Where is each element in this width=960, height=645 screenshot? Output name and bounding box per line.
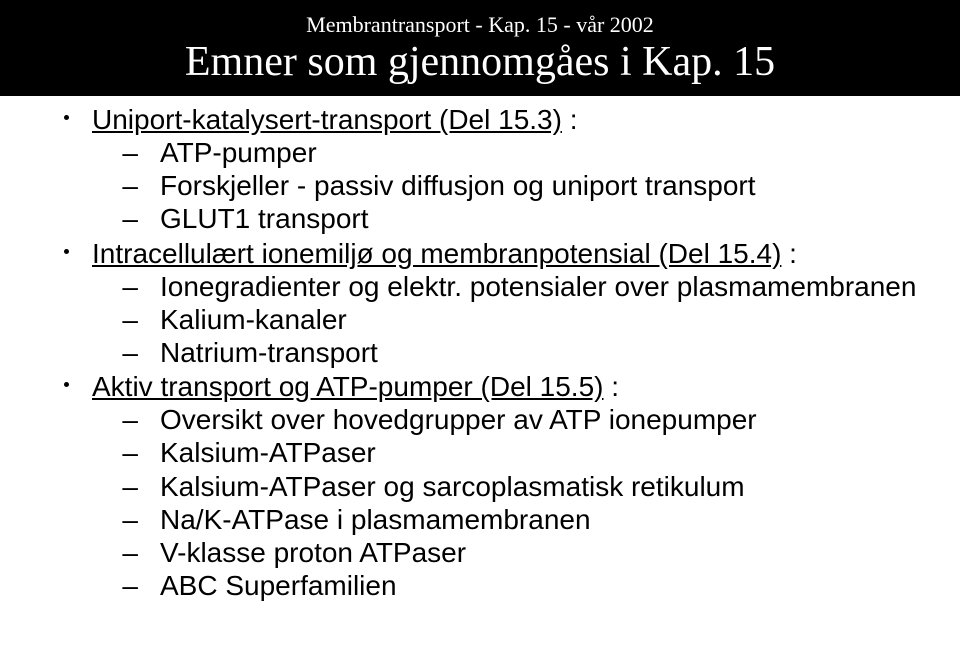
header-title: Emner som gjennomgåes i Kap. 15 bbox=[0, 38, 960, 86]
dash: – bbox=[40, 203, 160, 235]
section-title-wrap: Uniport-katalysert-transport (Del 15.3) … bbox=[92, 104, 578, 136]
dash: – bbox=[40, 471, 160, 503]
sub-item-text: Natrium-transport bbox=[160, 337, 378, 369]
sub-item: – Kalsium-ATPaser bbox=[40, 437, 960, 469]
dash: – bbox=[40, 570, 160, 602]
section-title: Uniport-katalysert-transport (Del 15.3) bbox=[92, 104, 562, 135]
sub-item-text: GLUT1 transport bbox=[160, 203, 369, 235]
dash: – bbox=[40, 504, 160, 536]
dash: – bbox=[40, 137, 160, 169]
sub-item: – Kalium-kanaler bbox=[40, 304, 960, 336]
section-row: Uniport-katalysert-transport (Del 15.3) … bbox=[40, 104, 960, 136]
header-block: Membrantransport - Kap. 15 - vår 2002 Em… bbox=[0, 0, 960, 96]
content-area: Uniport-katalysert-transport (Del 15.3) … bbox=[0, 96, 960, 602]
sub-item-text: Kalium-kanaler bbox=[160, 304, 347, 336]
dash: – bbox=[40, 404, 160, 436]
bullet-dot-icon bbox=[64, 249, 69, 254]
section-title-wrap: Aktiv transport og ATP-pumper (Del 15.5)… bbox=[92, 371, 619, 403]
dash: – bbox=[40, 271, 160, 303]
sub-item: – Kalsium-ATPaser og sarcoplasmatisk ret… bbox=[40, 471, 960, 503]
sub-item-text: Oversikt over hovedgrupper av ATP ionepu… bbox=[160, 404, 757, 436]
dash: – bbox=[40, 537, 160, 569]
sub-item: – Natrium-transport bbox=[40, 337, 960, 369]
dash: – bbox=[40, 304, 160, 336]
sub-item-text: Kalsium-ATPaser bbox=[160, 437, 376, 469]
dash: – bbox=[40, 437, 160, 469]
sub-item-text: Forskjeller - passiv diffusjon og unipor… bbox=[160, 170, 756, 202]
sub-item: – Forskjeller - passiv diffusjon og unip… bbox=[40, 170, 960, 202]
section-row: Aktiv transport og ATP-pumper (Del 15.5)… bbox=[40, 371, 960, 403]
sub-item: – ATP-pumper bbox=[40, 137, 960, 169]
sub-item-text: ABC Superfamilien bbox=[160, 570, 397, 602]
section-title: Aktiv transport og ATP-pumper (Del 15.5) bbox=[92, 371, 603, 402]
bullet-dot-icon bbox=[64, 382, 69, 387]
sub-item: – ABC Superfamilien bbox=[40, 570, 960, 602]
header-subtitle: Membrantransport - Kap. 15 - vår 2002 bbox=[0, 12, 960, 38]
sub-item-text: Kalsium-ATPaser og sarcoplasmatisk retik… bbox=[160, 471, 745, 503]
sub-item: – GLUT1 transport bbox=[40, 203, 960, 235]
sub-item-text: V-klasse proton ATPaser bbox=[160, 537, 466, 569]
section-colon: : bbox=[562, 104, 578, 135]
sub-item-text: Ionegradienter og elektr. potensialer ov… bbox=[160, 271, 916, 303]
section-title: Intracellulært ionemiljø og membranpoten… bbox=[92, 238, 781, 269]
sub-item-text: Na/K-ATPase i plasmamembranen bbox=[160, 504, 591, 536]
sub-item: – Na/K-ATPase i plasmamembranen bbox=[40, 504, 960, 536]
section-colon: : bbox=[781, 238, 797, 269]
slide-page: Membrantransport - Kap. 15 - vår 2002 Em… bbox=[0, 0, 960, 645]
bullet-dot-icon bbox=[64, 115, 69, 120]
section-colon: : bbox=[603, 371, 619, 402]
bullet-dot-col bbox=[40, 371, 92, 387]
section-title-wrap: Intracellulært ionemiljø og membranpoten… bbox=[92, 238, 797, 270]
sub-item: – Oversikt over hovedgrupper av ATP ione… bbox=[40, 404, 960, 436]
dash: – bbox=[40, 170, 160, 202]
sub-item-text: ATP-pumper bbox=[160, 137, 317, 169]
bullet-dot-col bbox=[40, 238, 92, 254]
sub-item: – Ionegradienter og elektr. potensialer … bbox=[40, 271, 960, 303]
dash: – bbox=[40, 337, 160, 369]
section-row: Intracellulært ionemiljø og membranpoten… bbox=[40, 238, 960, 270]
bullet-dot-col bbox=[40, 104, 92, 120]
sub-item: – V-klasse proton ATPaser bbox=[40, 537, 960, 569]
